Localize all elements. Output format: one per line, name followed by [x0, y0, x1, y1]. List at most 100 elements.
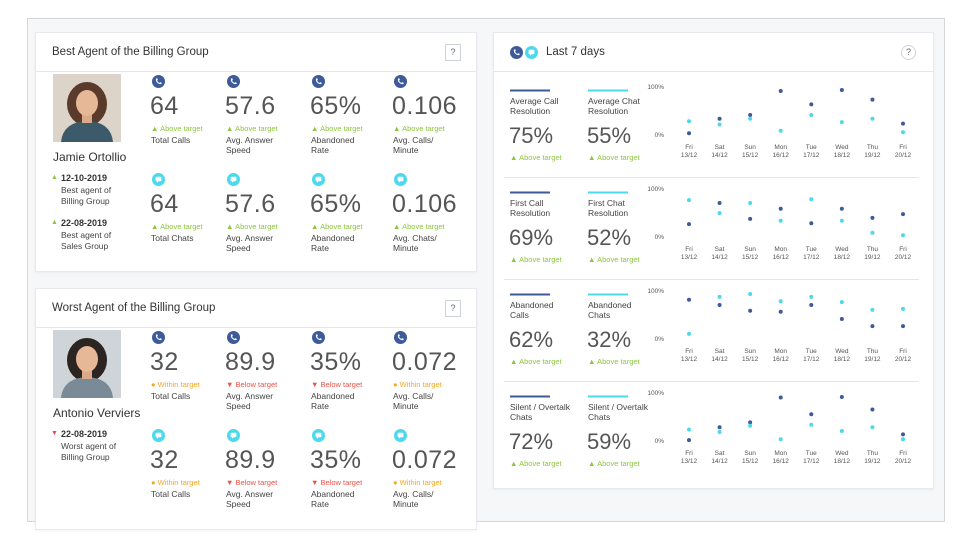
- data-point: [870, 307, 875, 312]
- x-tick-label: Sun 15/12: [742, 144, 759, 159]
- y-tick-label: 100%: [647, 84, 664, 91]
- help-button[interactable]: ?: [901, 45, 916, 60]
- y-tick-label: 100%: [647, 390, 664, 397]
- kpi-label: Avg. Answer Speed: [226, 233, 274, 253]
- kpi-status: ▲ Above target: [510, 459, 562, 468]
- data-point: [901, 121, 905, 126]
- data-point: [839, 88, 844, 92]
- kpi-label: Abandoned Rate: [311, 135, 355, 155]
- icon-glyph: [155, 78, 162, 85]
- kpi-value: 64: [150, 190, 179, 218]
- kpi-value: 72%: [509, 429, 554, 454]
- x-tick-label: Fri 13/12: [680, 246, 698, 261]
- kpi-value: 57.6: [225, 190, 276, 218]
- row-separator: [504, 381, 919, 382]
- trend-chart: [687, 88, 905, 136]
- award-marker: ▼: [51, 430, 58, 437]
- data-point: [809, 303, 814, 308]
- award-date: 22-08-2019: [61, 429, 108, 439]
- card-title: Last 7 days: [546, 46, 605, 58]
- chat-icon: [525, 46, 538, 59]
- legend-label: Silent / Overtalk Chats: [510, 402, 570, 422]
- photo-body: [61, 377, 113, 398]
- data-point: [901, 306, 905, 311]
- card-title: Worst Agent of the Billing Group: [52, 302, 216, 314]
- kpi-status: ▲ Above target: [588, 357, 640, 366]
- icon-glyph: [397, 334, 404, 341]
- kpi-label: Avg. Calls/ Minute: [393, 135, 434, 155]
- data-point: [870, 97, 875, 102]
- y-tick-label: 100%: [647, 186, 664, 193]
- data-point: [717, 294, 722, 299]
- icon-glyph: [230, 78, 237, 85]
- data-point: [717, 430, 722, 434]
- data-point: [870, 116, 875, 121]
- data-point: [778, 206, 783, 211]
- data-point: [901, 324, 905, 329]
- legend-label: Average Chat Resolution: [588, 96, 640, 116]
- agent-name: Antonio Verviers: [53, 406, 141, 420]
- chat-icon: [394, 173, 407, 186]
- data-point: [809, 422, 814, 427]
- y-tick-label: 0%: [654, 132, 664, 139]
- data-point: [778, 299, 783, 304]
- icon-glyph: [397, 176, 404, 182]
- data-point: [901, 212, 905, 217]
- data-point: [839, 394, 844, 399]
- kpi-label: Abandoned Rate: [311, 489, 355, 509]
- icon-glyph: [230, 176, 237, 182]
- icon-glyph: [157, 181, 159, 183]
- kpi-value: 89.9: [225, 446, 276, 474]
- data-point: [748, 292, 753, 296]
- kpi-value: 62%: [509, 327, 554, 352]
- kpi-value: 32: [150, 446, 179, 474]
- row-separator: [504, 177, 919, 178]
- x-tick-label: Sat 14/12: [711, 246, 728, 261]
- kpi-value: 32%: [587, 327, 632, 352]
- legend-swatch: [588, 89, 628, 92]
- icon-glyph: [317, 437, 319, 439]
- kpi-value: 64: [150, 92, 179, 120]
- icon-glyph: [315, 334, 322, 341]
- data-point: [717, 122, 722, 127]
- icon-glyph: [397, 432, 404, 438]
- x-tick-label: Mon 16/12: [772, 144, 789, 159]
- data-point: [687, 438, 691, 443]
- kpi-value: 59%: [587, 429, 632, 454]
- help-button[interactable]: ?: [445, 300, 461, 317]
- kpi-status: ▲ Above target: [510, 357, 562, 366]
- kpi-status: ● Within target: [151, 478, 200, 487]
- icon-bg: [152, 331, 165, 344]
- photo-face: [76, 90, 98, 116]
- data-point: [809, 197, 814, 202]
- legend-swatch: [510, 293, 550, 296]
- kpi-value: 32: [150, 348, 179, 376]
- data-point: [809, 412, 814, 417]
- chat-icon: [312, 173, 325, 186]
- icon-glyph: [315, 432, 322, 438]
- kpi-status: ▲ Above target: [226, 124, 278, 133]
- kpi-value: 0.106: [392, 92, 458, 120]
- icon-bg: [152, 75, 165, 88]
- kpi-value: 52%: [587, 225, 632, 250]
- trend-chart: [687, 292, 905, 336]
- agent-card: Worst Agent of the Billing Group? Antonio…: [35, 288, 477, 530]
- kpi-value: 0.072: [392, 446, 458, 474]
- data-point: [748, 308, 753, 313]
- data-point: [870, 230, 875, 235]
- icon-glyph: [399, 437, 401, 439]
- x-tick-label: Fri 13/12: [680, 450, 698, 465]
- kpi-label: Avg. Answer Speed: [226, 135, 274, 155]
- help-button[interactable]: ?: [445, 44, 461, 61]
- legend-label: Silent / Overtalk Chats: [588, 402, 648, 422]
- photo-neck: [82, 112, 92, 123]
- chat-icon: [227, 429, 240, 442]
- kpi-label: Avg. Calls/ Minute: [393, 391, 434, 411]
- data-point: [809, 112, 814, 117]
- x-tick-label: Fri 13/12: [680, 144, 698, 159]
- card-header: Best Agent of the Billing Group?: [36, 33, 476, 72]
- icon-glyph: [230, 334, 237, 341]
- kpi-value: 69%: [509, 225, 554, 250]
- kpi-status: ▲ Above target: [311, 124, 363, 133]
- data-point: [901, 437, 905, 442]
